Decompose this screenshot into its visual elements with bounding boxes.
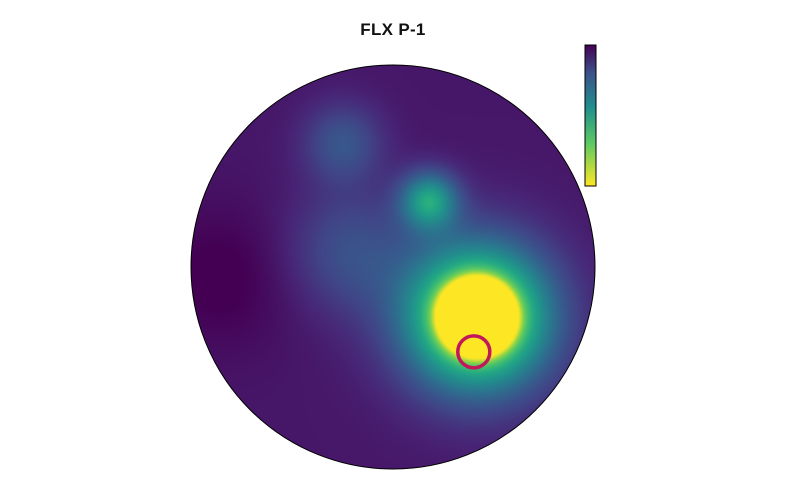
topomap-field: [191, 65, 595, 469]
heatmap-surface: [191, 65, 595, 469]
electrode-marker: [456, 334, 492, 370]
colorbar: [584, 44, 597, 187]
head-outline: [190, 64, 596, 470]
chart-title: FLX P-1: [360, 20, 426, 39]
